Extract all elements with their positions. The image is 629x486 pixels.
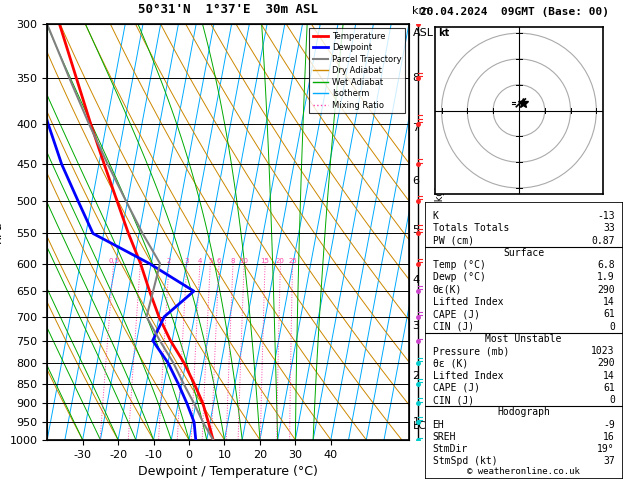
- Text: 0.87: 0.87: [591, 236, 615, 245]
- Text: 14: 14: [603, 297, 615, 307]
- Text: 3: 3: [184, 258, 189, 263]
- Text: 61: 61: [603, 309, 615, 319]
- Text: 0: 0: [609, 395, 615, 405]
- Text: Temp (°C): Temp (°C): [433, 260, 486, 270]
- Text: 16: 16: [603, 432, 615, 442]
- Text: 7: 7: [413, 123, 420, 133]
- Text: Totals Totals: Totals Totals: [433, 224, 509, 233]
- Text: Surface: Surface: [503, 248, 544, 258]
- Text: Hodograph: Hodograph: [497, 407, 550, 417]
- Text: 3: 3: [413, 321, 420, 331]
- Text: 19°: 19°: [597, 444, 615, 454]
- Text: 2: 2: [167, 258, 171, 263]
- Text: km: km: [413, 6, 430, 16]
- Text: Most Unstable: Most Unstable: [486, 334, 562, 344]
- Text: 20: 20: [276, 258, 285, 263]
- Text: 4: 4: [198, 258, 202, 263]
- Text: 0.5: 0.5: [108, 258, 119, 263]
- Text: 0: 0: [609, 322, 615, 331]
- Text: θε (K): θε (K): [433, 358, 468, 368]
- Y-axis label: hPa: hPa: [0, 221, 4, 243]
- Text: -13: -13: [597, 211, 615, 221]
- Text: 6: 6: [413, 176, 420, 186]
- Text: Lifted Index: Lifted Index: [433, 297, 503, 307]
- Text: LCL: LCL: [413, 421, 433, 431]
- Text: Dewp (°C): Dewp (°C): [433, 273, 486, 282]
- Text: 1023: 1023: [591, 346, 615, 356]
- X-axis label: Dewpoint / Temperature (°C): Dewpoint / Temperature (°C): [138, 465, 318, 478]
- Text: θε(K): θε(K): [433, 285, 462, 295]
- Text: K: K: [433, 211, 438, 221]
- Text: 5: 5: [413, 226, 420, 235]
- Text: Lifted Index: Lifted Index: [433, 371, 503, 381]
- Text: 15: 15: [260, 258, 270, 263]
- Text: 5: 5: [208, 258, 213, 263]
- Text: 2: 2: [413, 370, 420, 381]
- Text: CAPE (J): CAPE (J): [433, 309, 479, 319]
- Text: StmDir: StmDir: [433, 444, 468, 454]
- Text: 1.9: 1.9: [597, 273, 615, 282]
- Text: CIN (J): CIN (J): [433, 322, 474, 331]
- Text: kt: kt: [438, 28, 449, 38]
- Text: CAPE (J): CAPE (J): [433, 383, 479, 393]
- Text: 8: 8: [231, 258, 235, 263]
- Text: 25: 25: [288, 258, 297, 263]
- Text: © weatheronline.co.uk: © weatheronline.co.uk: [467, 467, 580, 476]
- Text: 37: 37: [603, 456, 615, 467]
- Text: CIN (J): CIN (J): [433, 395, 474, 405]
- Text: PW (cm): PW (cm): [433, 236, 474, 245]
- Text: EH: EH: [433, 420, 444, 430]
- Text: 50°31'N  1°37'E  30m ASL: 50°31'N 1°37'E 30m ASL: [138, 3, 318, 16]
- Text: Pressure (mb): Pressure (mb): [433, 346, 509, 356]
- Text: 4: 4: [413, 276, 420, 285]
- Text: 33: 33: [603, 224, 615, 233]
- Text: 1: 1: [138, 258, 143, 263]
- Text: Mixing Ratio (g/kg): Mixing Ratio (g/kg): [435, 186, 445, 278]
- Text: 1: 1: [413, 417, 420, 427]
- Text: 61: 61: [603, 383, 615, 393]
- Legend: Temperature, Dewpoint, Parcel Trajectory, Dry Adiabat, Wet Adiabat, Isotherm, Mi: Temperature, Dewpoint, Parcel Trajectory…: [309, 29, 404, 113]
- Text: 14: 14: [603, 371, 615, 381]
- Text: ASL: ASL: [413, 29, 433, 38]
- Text: SREH: SREH: [433, 432, 456, 442]
- Text: 6.8: 6.8: [597, 260, 615, 270]
- Text: -9: -9: [603, 420, 615, 430]
- Text: StmSpd (kt): StmSpd (kt): [433, 456, 497, 467]
- Text: 290: 290: [597, 358, 615, 368]
- Text: 290: 290: [597, 285, 615, 295]
- Text: 10: 10: [240, 258, 248, 263]
- Text: 20.04.2024  09GMT (Base: 00): 20.04.2024 09GMT (Base: 00): [420, 7, 609, 17]
- Text: 6: 6: [217, 258, 221, 263]
- Text: 8: 8: [413, 72, 420, 83]
